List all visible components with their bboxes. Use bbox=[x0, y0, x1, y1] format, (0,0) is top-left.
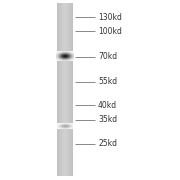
Text: 70kd: 70kd bbox=[98, 52, 117, 61]
Text: 25kd: 25kd bbox=[98, 140, 117, 148]
Text: 35kd: 35kd bbox=[98, 115, 117, 124]
Text: 55kd: 55kd bbox=[98, 77, 117, 86]
Text: 100kd: 100kd bbox=[98, 27, 122, 36]
Text: 130kd: 130kd bbox=[98, 13, 122, 22]
Text: 40kd: 40kd bbox=[98, 101, 117, 110]
